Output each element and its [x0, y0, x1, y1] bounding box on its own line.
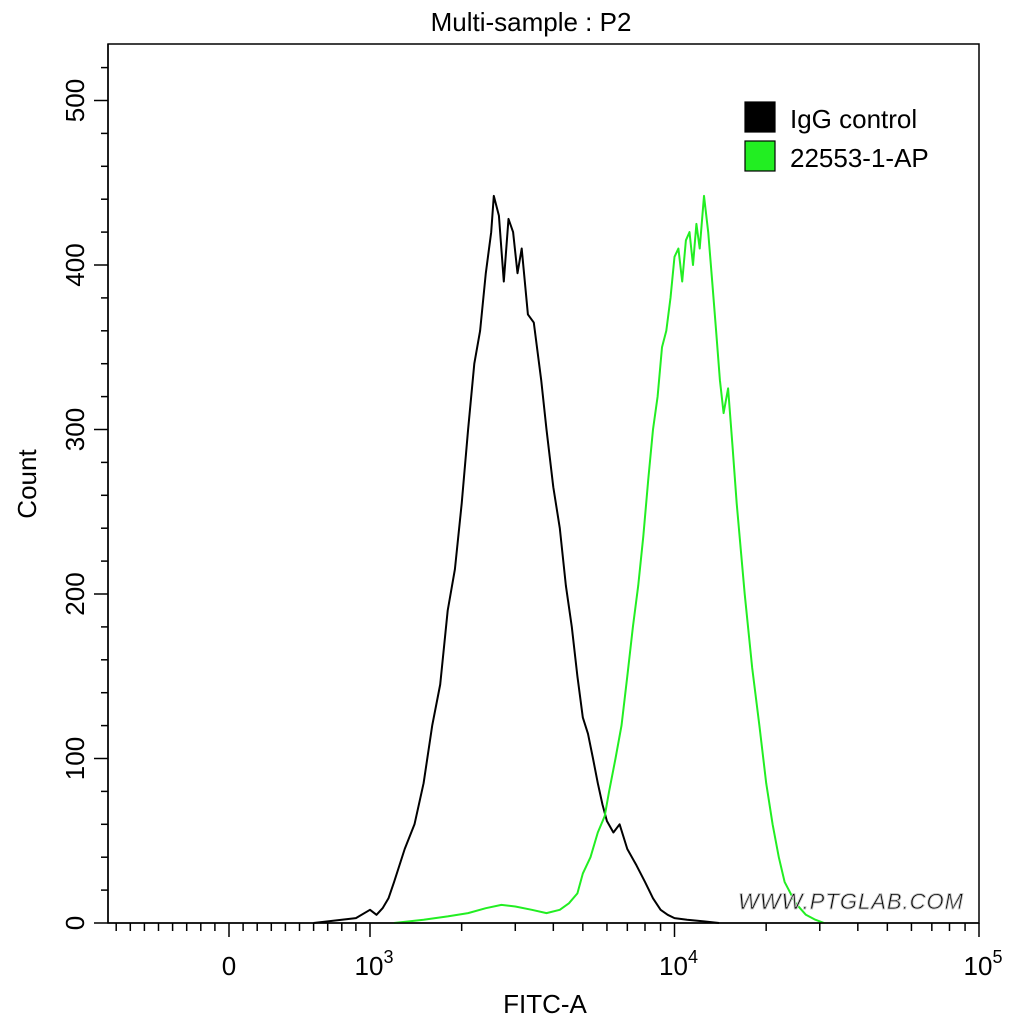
- y-tick-label: 300: [60, 408, 90, 451]
- x-tick-label: 103: [355, 947, 394, 981]
- y-axis: 0 100 200 300 400 500: [60, 44, 109, 930]
- x-axis-label: FITC-A: [503, 989, 587, 1019]
- legend-swatch-2: [744, 140, 776, 172]
- x-tick-label: 105: [964, 947, 1003, 981]
- chart-title: Multi-sample : P2: [431, 7, 632, 37]
- y-axis-label: Count: [12, 449, 42, 519]
- legend: IgG control 22553-1-AP: [744, 101, 929, 173]
- series-layer: [313, 194, 825, 924]
- legend-label-2: 22553-1-AP: [790, 143, 929, 173]
- series-line-1: [313, 194, 720, 924]
- y-tick-label: 100: [60, 737, 90, 780]
- x-tick-label: 0: [222, 951, 236, 981]
- watermark: WWW.PTGLAB.COM: [738, 889, 964, 914]
- y-tick-label: 0: [60, 916, 90, 930]
- legend-swatch-1: [744, 101, 776, 133]
- y-tick-label: 500: [60, 79, 90, 122]
- series-line-2: [393, 194, 825, 924]
- y-tick-label: 200: [60, 572, 90, 615]
- x-axis: 0 103 104 105: [108, 922, 1003, 981]
- x-tick-label: 104: [659, 947, 698, 981]
- legend-label-1: IgG control: [790, 104, 917, 134]
- y-tick-label: 400: [60, 243, 90, 286]
- plot-area: [107, 43, 980, 924]
